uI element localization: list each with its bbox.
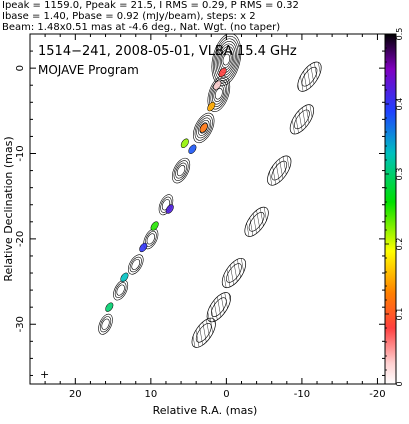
x-axis-label: Relative R.A. (mas) xyxy=(153,404,258,417)
stokes-i-contour xyxy=(199,122,208,134)
stokes-i-contour xyxy=(194,115,213,141)
polarized-intensity-contour-inner xyxy=(271,160,288,181)
stokes-i-contour xyxy=(209,78,229,110)
polarized-intensity-contour-inner xyxy=(226,263,242,283)
stokes-i-contour xyxy=(146,233,156,245)
colorbar-tick-label: 0.2 xyxy=(395,238,404,251)
stokes-i-contour xyxy=(215,41,238,79)
stokes-i-contour xyxy=(176,165,186,177)
stokes-i-contour xyxy=(131,259,141,270)
x-tick-label: 10 xyxy=(144,389,157,400)
polarized-intensity-contour-inner xyxy=(211,297,227,317)
stokes-i-contour xyxy=(116,284,125,296)
x-tick-label: 20 xyxy=(69,389,82,400)
stokes-i-contour xyxy=(99,316,112,333)
stokes-i-contour xyxy=(101,318,110,330)
polarized-intensity-contour-inner xyxy=(294,109,310,130)
x-tick-label: 0 xyxy=(223,389,229,400)
plot-subtitle: MOJAVE Program xyxy=(38,63,139,77)
stokes-i-contour xyxy=(129,256,142,273)
polarized-intensity-contour xyxy=(244,206,269,237)
contour-layer xyxy=(98,34,322,348)
stokes-i-contour xyxy=(172,157,191,184)
stokes-i-contour xyxy=(214,38,239,81)
fractional-polarization-spot xyxy=(120,272,129,282)
stokes-i-contour xyxy=(213,85,225,102)
colorbar-tick-label: 0.5 xyxy=(395,28,404,41)
fractional-polarization-spot xyxy=(207,101,216,112)
fractional-polarization-spot xyxy=(150,221,159,231)
y-axis-label: Relative Declination (mas) xyxy=(2,136,15,281)
plot-title: 1514−241, 2008-05-01, VLBA 15.4 GHz xyxy=(38,44,297,59)
polarized-intensity-contour xyxy=(289,104,315,135)
colorbar-tick-label: 0.3 xyxy=(395,168,404,181)
fractional-polarization-spot xyxy=(180,138,189,148)
colorbar-tick-label: 0.1 xyxy=(395,308,404,321)
polarized-intensity-contour xyxy=(297,61,322,92)
polarized-intensity-contour-inner xyxy=(301,66,318,87)
stokes-i-contour xyxy=(212,35,240,84)
stokes-i-contour xyxy=(175,162,187,179)
stokes-i-contour xyxy=(98,313,113,335)
polarized-intensity-contour-inner xyxy=(248,212,265,232)
fractional-polarization-spot xyxy=(188,144,197,154)
fractional-polarization-layer xyxy=(105,67,227,312)
colorbar-tick-label: 0.4 xyxy=(395,98,404,111)
stokes-i-contour xyxy=(173,160,189,181)
x-tick-label: -20 xyxy=(369,389,385,400)
fractional-polarization-spot xyxy=(218,67,227,78)
stokes-i-contour xyxy=(158,194,174,216)
beam-marker: + xyxy=(40,368,49,381)
colorbar-ticks: 0 0.1 0.2 0.3 0.4 0.5 xyxy=(385,28,404,387)
header-line-2: Ibase = 1.40, Pbase = 0.92 (mJy/beam), s… xyxy=(2,11,256,22)
fractional-polarization-spot xyxy=(165,204,174,214)
stokes-i-contour xyxy=(114,282,127,299)
y-tick-label: -30 xyxy=(15,316,26,332)
polarized-intensity-contour-inner xyxy=(195,323,212,343)
stokes-i-contour xyxy=(221,51,232,68)
stokes-i-contour xyxy=(127,254,144,275)
colorbar xyxy=(384,33,397,385)
header-line-3: Beam: 1.48x0.51 mas at -4.6 deg., Nat. W… xyxy=(2,22,281,33)
stokes-i-contour xyxy=(222,53,231,66)
polarized-intensity-contour xyxy=(191,317,216,348)
header-line-1: Ipeak = 1159.0, Ppeak = 21.5, I RMS = 0.… xyxy=(2,0,299,11)
fractional-polarization-spot xyxy=(199,123,208,133)
y-tick-label: -10 xyxy=(15,145,26,161)
stokes-i-contour xyxy=(193,112,215,144)
y-tick-label: 0 xyxy=(15,65,26,71)
fractional-polarization-spot xyxy=(213,80,222,90)
polarized-intensity-contour xyxy=(221,258,247,289)
stokes-i-contour xyxy=(113,279,129,301)
stokes-i-contour xyxy=(197,119,210,136)
x-axis: 20 10 0 -10 -20 xyxy=(29,34,386,400)
stokes-i-contour xyxy=(214,88,223,100)
stokes-i-contour xyxy=(207,75,231,112)
colorbar-tick-label: 0 xyxy=(395,381,404,386)
stokes-i-contour xyxy=(196,117,212,139)
y-tick-label: -20 xyxy=(15,231,26,247)
fractional-polarization-spot xyxy=(139,242,148,253)
polarized-intensity-contour xyxy=(267,155,292,186)
fractional-polarization-spot xyxy=(105,302,114,312)
x-tick-label: -10 xyxy=(294,389,310,400)
